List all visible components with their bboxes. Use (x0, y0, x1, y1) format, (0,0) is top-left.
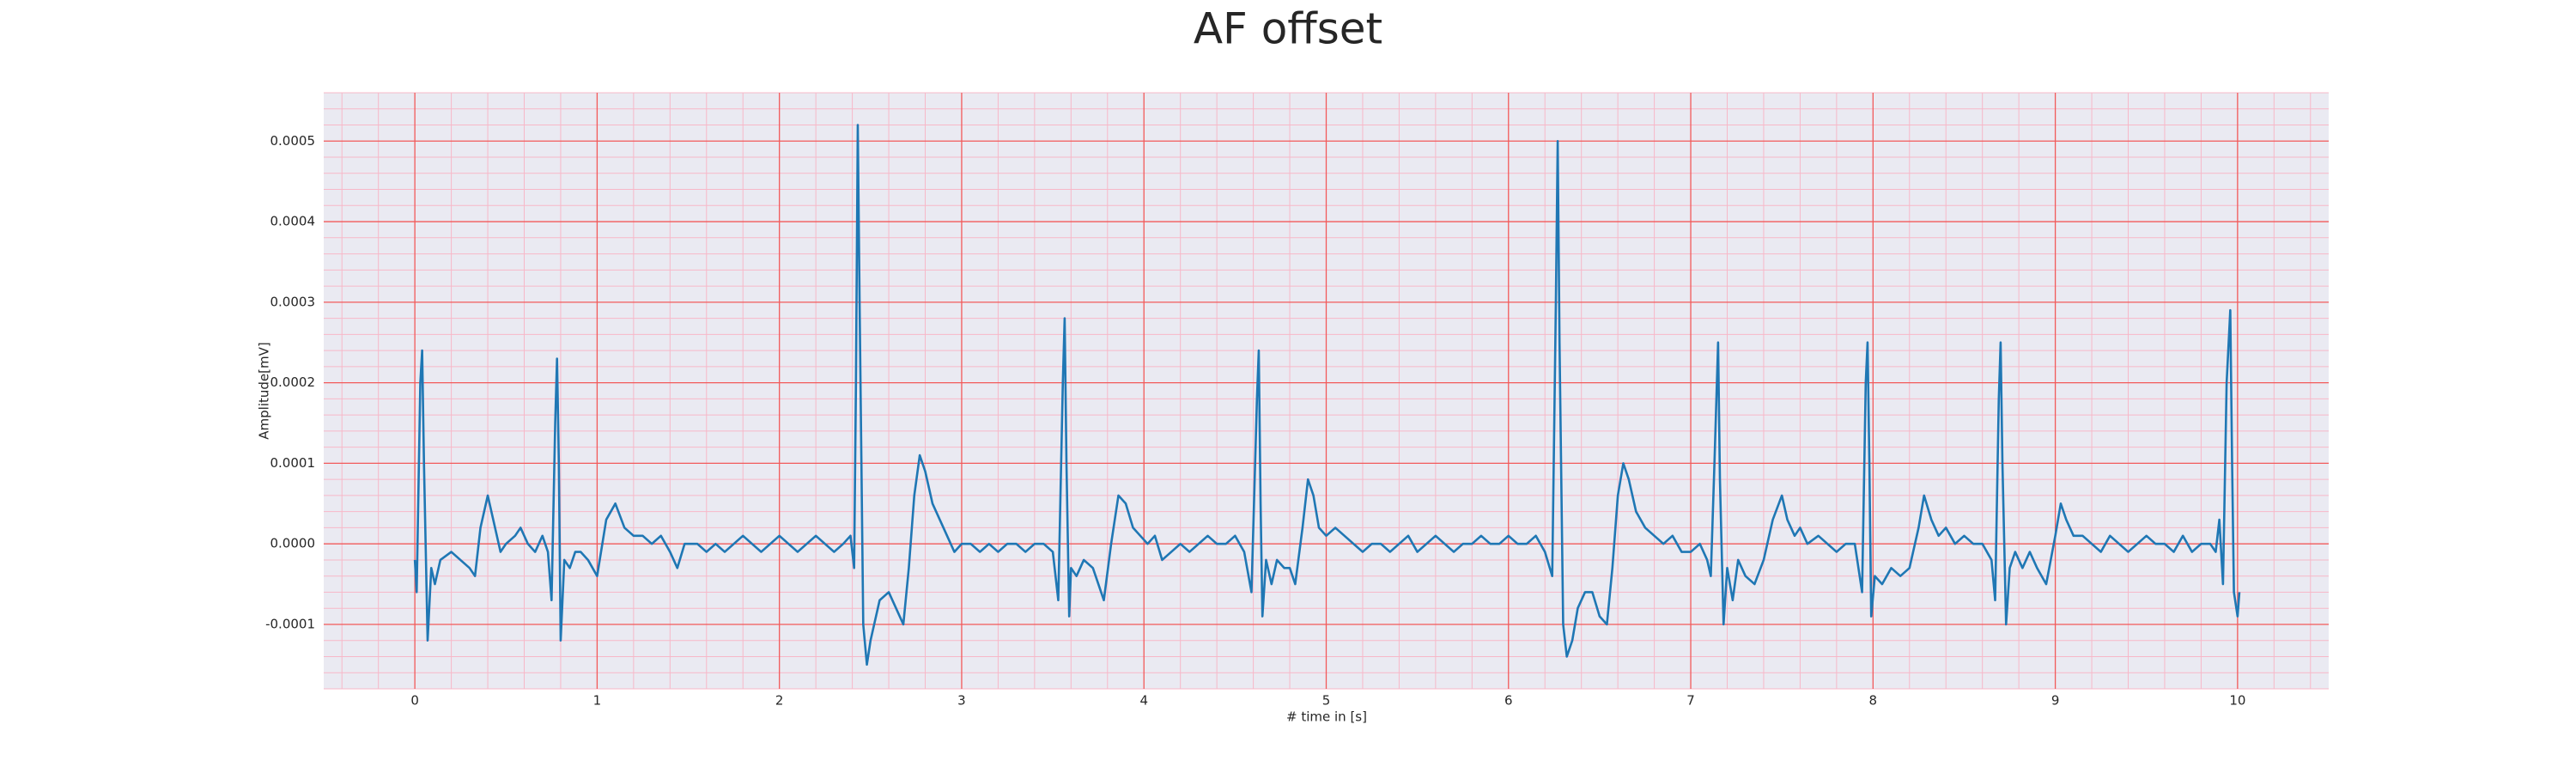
x-tick-label: 10 (2229, 693, 2245, 709)
chart-title: AF offset (1194, 4, 1382, 54)
y-tick-label: 0.0002 (270, 374, 316, 390)
y-tick-label: 0.0003 (270, 294, 316, 309)
y-tick-label: 0.0001 (270, 455, 316, 471)
x-tick-label: 8 (1869, 693, 1878, 709)
x-tick-label: 9 (2051, 693, 2060, 709)
x-tick-label: 7 (1686, 693, 1695, 709)
x-tick-label: 3 (957, 693, 966, 709)
x-tick-label: 4 (1139, 693, 1148, 709)
x-tick-label: 2 (775, 693, 784, 709)
x-tick-label: 1 (593, 693, 602, 709)
y-tick-label: 0.0005 (270, 133, 316, 149)
y-tick-label: -0.0001 (265, 616, 315, 631)
y-axis-label: Amplitude[mV] (257, 342, 272, 439)
y-tick-label: 0.0000 (270, 536, 316, 551)
x-axis-label: # time in [s] (1286, 709, 1367, 725)
signal-line (413, 124, 2241, 666)
x-tick-label: 6 (1504, 693, 1513, 709)
y-tick-label: 0.0004 (270, 214, 316, 229)
x-tick-label: 5 (1322, 693, 1331, 709)
x-tick-label: 0 (410, 693, 419, 709)
